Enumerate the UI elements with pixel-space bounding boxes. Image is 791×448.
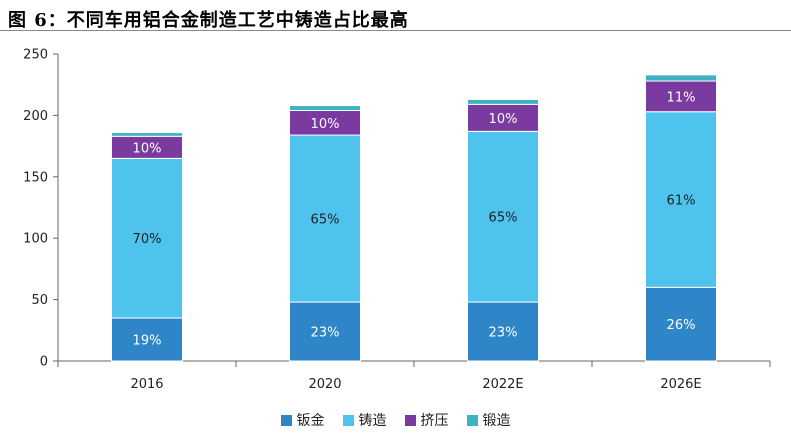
data-label: 23% xyxy=(311,326,340,341)
bar-segment xyxy=(467,98,539,105)
bar-segment xyxy=(467,130,539,303)
y-tick-label: 0 xyxy=(40,355,48,370)
bar-segment xyxy=(467,301,539,362)
y-tick-label: 150 xyxy=(23,170,48,185)
bar-segment xyxy=(111,157,183,319)
data-label: 11% xyxy=(667,90,696,105)
legend-item: 铸造 xyxy=(342,410,387,430)
legend-label: 挤压 xyxy=(420,413,449,429)
bar-segment xyxy=(289,109,361,136)
legend-swatch xyxy=(280,414,292,426)
legend-swatch xyxy=(404,414,416,426)
data-label: 61% xyxy=(667,194,696,209)
legend-item: 挤压 xyxy=(404,410,449,430)
data-label: 10% xyxy=(311,117,340,132)
x-tick-label: 2026E xyxy=(660,377,701,392)
data-label: 23% xyxy=(489,326,518,341)
data-label: 10% xyxy=(133,141,162,156)
bar-segment xyxy=(111,132,183,137)
title-rule xyxy=(0,30,791,31)
y-tick-label: 50 xyxy=(31,293,48,308)
bar-segment xyxy=(645,111,717,288)
bar-segment xyxy=(645,74,717,82)
bar-segment xyxy=(289,105,361,111)
data-label: 70% xyxy=(133,232,162,247)
figure-title: 图 6：不同车用铝合金制造工艺中铸造占比最高 xyxy=(8,10,409,31)
legend-item: 钣金 xyxy=(280,410,325,430)
bar-segment xyxy=(111,317,183,362)
legend-label: 钣金 xyxy=(296,413,325,429)
bar-segment xyxy=(645,80,717,113)
data-label: 65% xyxy=(311,213,340,228)
legend-label: 锻造 xyxy=(482,413,511,429)
x-tick-label: 2020 xyxy=(308,377,341,392)
x-tick-label: 2022E xyxy=(482,377,523,392)
legend-swatch xyxy=(466,414,478,426)
chart-legend: 钣金 铸造 挤压 锻造 xyxy=(0,410,791,430)
x-tick-label: 2016 xyxy=(130,377,163,392)
data-label: 10% xyxy=(489,112,518,127)
legend-swatch xyxy=(342,414,354,426)
y-tick-label: 100 xyxy=(23,232,48,247)
y-tick-label: 200 xyxy=(23,109,48,124)
legend-label: 铸造 xyxy=(358,413,387,429)
data-label: 65% xyxy=(489,211,518,226)
legend-item: 锻造 xyxy=(466,410,511,430)
data-label: 26% xyxy=(667,318,696,333)
bar-segment xyxy=(645,286,717,362)
data-label: 19% xyxy=(133,334,162,349)
y-tick-label: 250 xyxy=(23,48,48,63)
bar-segment xyxy=(289,134,361,303)
